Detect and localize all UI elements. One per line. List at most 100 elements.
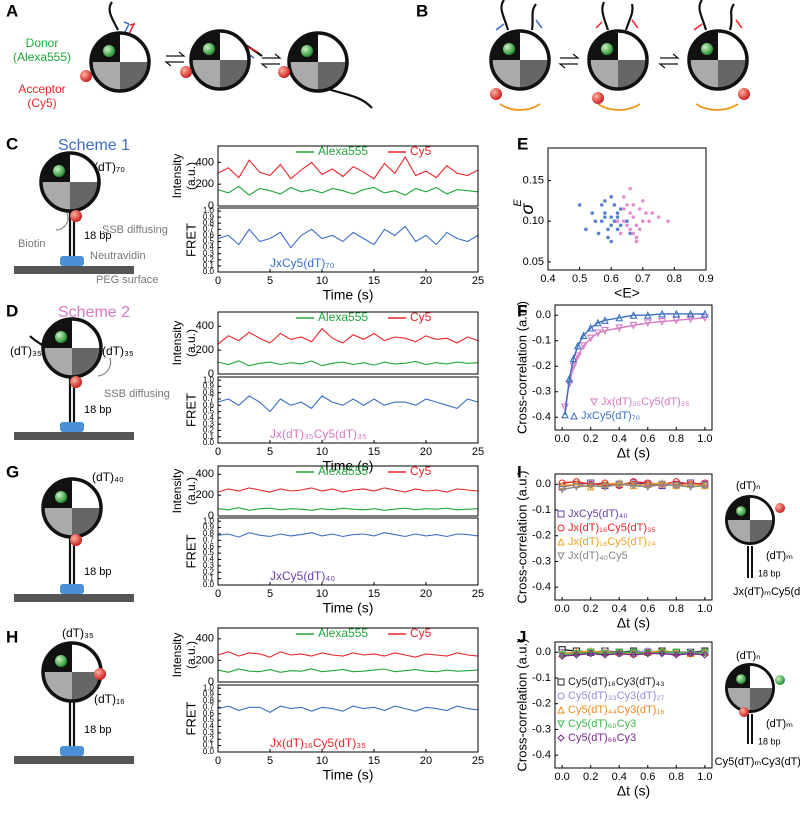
plot-frame (217, 207, 479, 273)
data-marker (558, 652, 566, 660)
acceptor-dye (70, 534, 82, 546)
acceptor-dye (490, 88, 502, 100)
y-tick-label: 0.8 (203, 218, 215, 227)
y-tick-label: -0.4 (532, 581, 551, 593)
x-tick-label: 1.0 (697, 771, 712, 783)
donor-dye-label: (Alexa555) (13, 50, 71, 64)
scatter-point (628, 186, 632, 191)
y-tick-label: -0.1 (532, 672, 551, 684)
data-marker (629, 321, 638, 330)
y-tick-label: 0.2 (203, 734, 215, 743)
legend-marker (557, 734, 565, 742)
x-tick-label: 0.8 (669, 603, 684, 615)
inset-strands (747, 546, 753, 744)
data-marker (643, 649, 652, 658)
scatter-point (609, 223, 613, 228)
x-tick-label: 5 (267, 446, 273, 458)
y-tick-label: 0.3 (203, 561, 215, 570)
acceptor-dye (70, 376, 82, 388)
legend-label: Cy5(dT)₁₆Cy3(dT)₄₃ (568, 676, 665, 688)
legend-label: Cy5 (410, 464, 432, 478)
legend-label: Cy5(dT)₄₄Cy3(dT)₁₆ (568, 704, 665, 716)
x-tick-label: 5 (267, 275, 273, 287)
scheme-title: Scheme 2 (58, 304, 130, 321)
x-tick-label: 10 (316, 446, 328, 458)
series-annotation: Jx(dT)₁₆Cy5(dT)₃₅ (270, 736, 366, 750)
acceptor-dye (94, 668, 106, 680)
series-line (217, 532, 479, 538)
scatter-point (634, 239, 639, 244)
plot-frame (217, 517, 479, 586)
ssb-protein (725, 663, 775, 713)
y-axis-label: (a.u.) (184, 641, 198, 669)
legend-label: Alexa555 (318, 310, 368, 324)
y-tick-label: 0.7 (203, 535, 215, 544)
x-tick-label: 0.4 (612, 433, 627, 445)
bp-label: 18 bp (84, 724, 112, 736)
y-axis-label: FRET (183, 393, 198, 427)
construct-label: Cy5(dT)ₘCy3(dT)ₙ (715, 756, 800, 768)
y-tick-label: 0.7 (203, 224, 215, 233)
data-marker (658, 318, 666, 326)
acceptor-dye (775, 503, 785, 513)
x-tick-label: 15 (368, 755, 380, 767)
y-tick-label: -0.1 (532, 335, 551, 347)
y-tick-label: 1.0 (203, 206, 215, 215)
data-marker (615, 313, 624, 322)
acceptor-dye (278, 66, 290, 78)
y-tick-label: 400 (196, 468, 214, 480)
scatter-point (622, 195, 626, 199)
data-marker (615, 480, 624, 489)
x-axis-label: Δt (s) (617, 445, 650, 461)
acceptor-label: Acceptor (18, 82, 65, 96)
legend-label: Cy5 (410, 144, 432, 158)
scatter-point (618, 207, 623, 211)
data-marker (601, 316, 609, 324)
data-marker (643, 319, 652, 328)
x-axis-label: <E> (614, 285, 640, 301)
legend-label: Cy5(dT)₆₆Cy3 (568, 732, 636, 744)
data-marker (672, 482, 681, 490)
data-marker (593, 329, 602, 338)
y-axis-label: Intensity (170, 154, 184, 199)
legend-marker (557, 524, 565, 532)
data-marker (643, 310, 652, 319)
x-tick-label: 15 (368, 275, 380, 287)
data-marker (643, 483, 652, 492)
data-marker (586, 482, 595, 491)
bp-label: 18 bp (84, 230, 112, 242)
x-tick-label: 0.7 (635, 273, 650, 285)
y-tick-label: 0.9 (203, 382, 215, 391)
plot-frame (547, 147, 707, 271)
y-tick-label: 1.0 (203, 683, 215, 692)
x-axis-label: Time (s) (323, 287, 374, 303)
y-axis-label: FRET (183, 223, 198, 257)
data-marker (700, 309, 709, 318)
y-tick-label: 0.7 (203, 394, 215, 403)
y-tick-label: 0.8 (203, 529, 215, 538)
x-tick-label: 0.6 (640, 433, 655, 445)
x-tick-label: 0.0 (554, 433, 569, 445)
strand-label: (dT)₇₀ (94, 160, 125, 174)
x-tick-label: 0.4 (540, 273, 555, 285)
scatter-point (656, 215, 661, 219)
y-tick-label: 0 (208, 200, 214, 212)
acceptor-dye (739, 707, 749, 717)
ssb-protein (189, 29, 251, 91)
x-tick-label: 0.4 (612, 603, 627, 615)
x-tick-label: 25 (472, 588, 484, 600)
panel-label: I (517, 462, 522, 481)
surface-label: PEG surface (96, 274, 158, 286)
y-axis-label: Cross-correlation (a.u.) (514, 471, 529, 604)
x-tick-label: 0.6 (640, 771, 655, 783)
scatter-point (641, 199, 645, 203)
y-tick-label: 400 (196, 320, 214, 332)
series-line (561, 483, 705, 491)
y-tick-label: 0.3 (203, 249, 215, 258)
x-tick-label: 20 (420, 446, 432, 458)
data-marker (629, 651, 638, 659)
panel-label: F (517, 301, 527, 320)
legend-label: Alexa555 (318, 464, 368, 478)
scatter-point (615, 227, 620, 232)
plot-frame (217, 376, 479, 444)
